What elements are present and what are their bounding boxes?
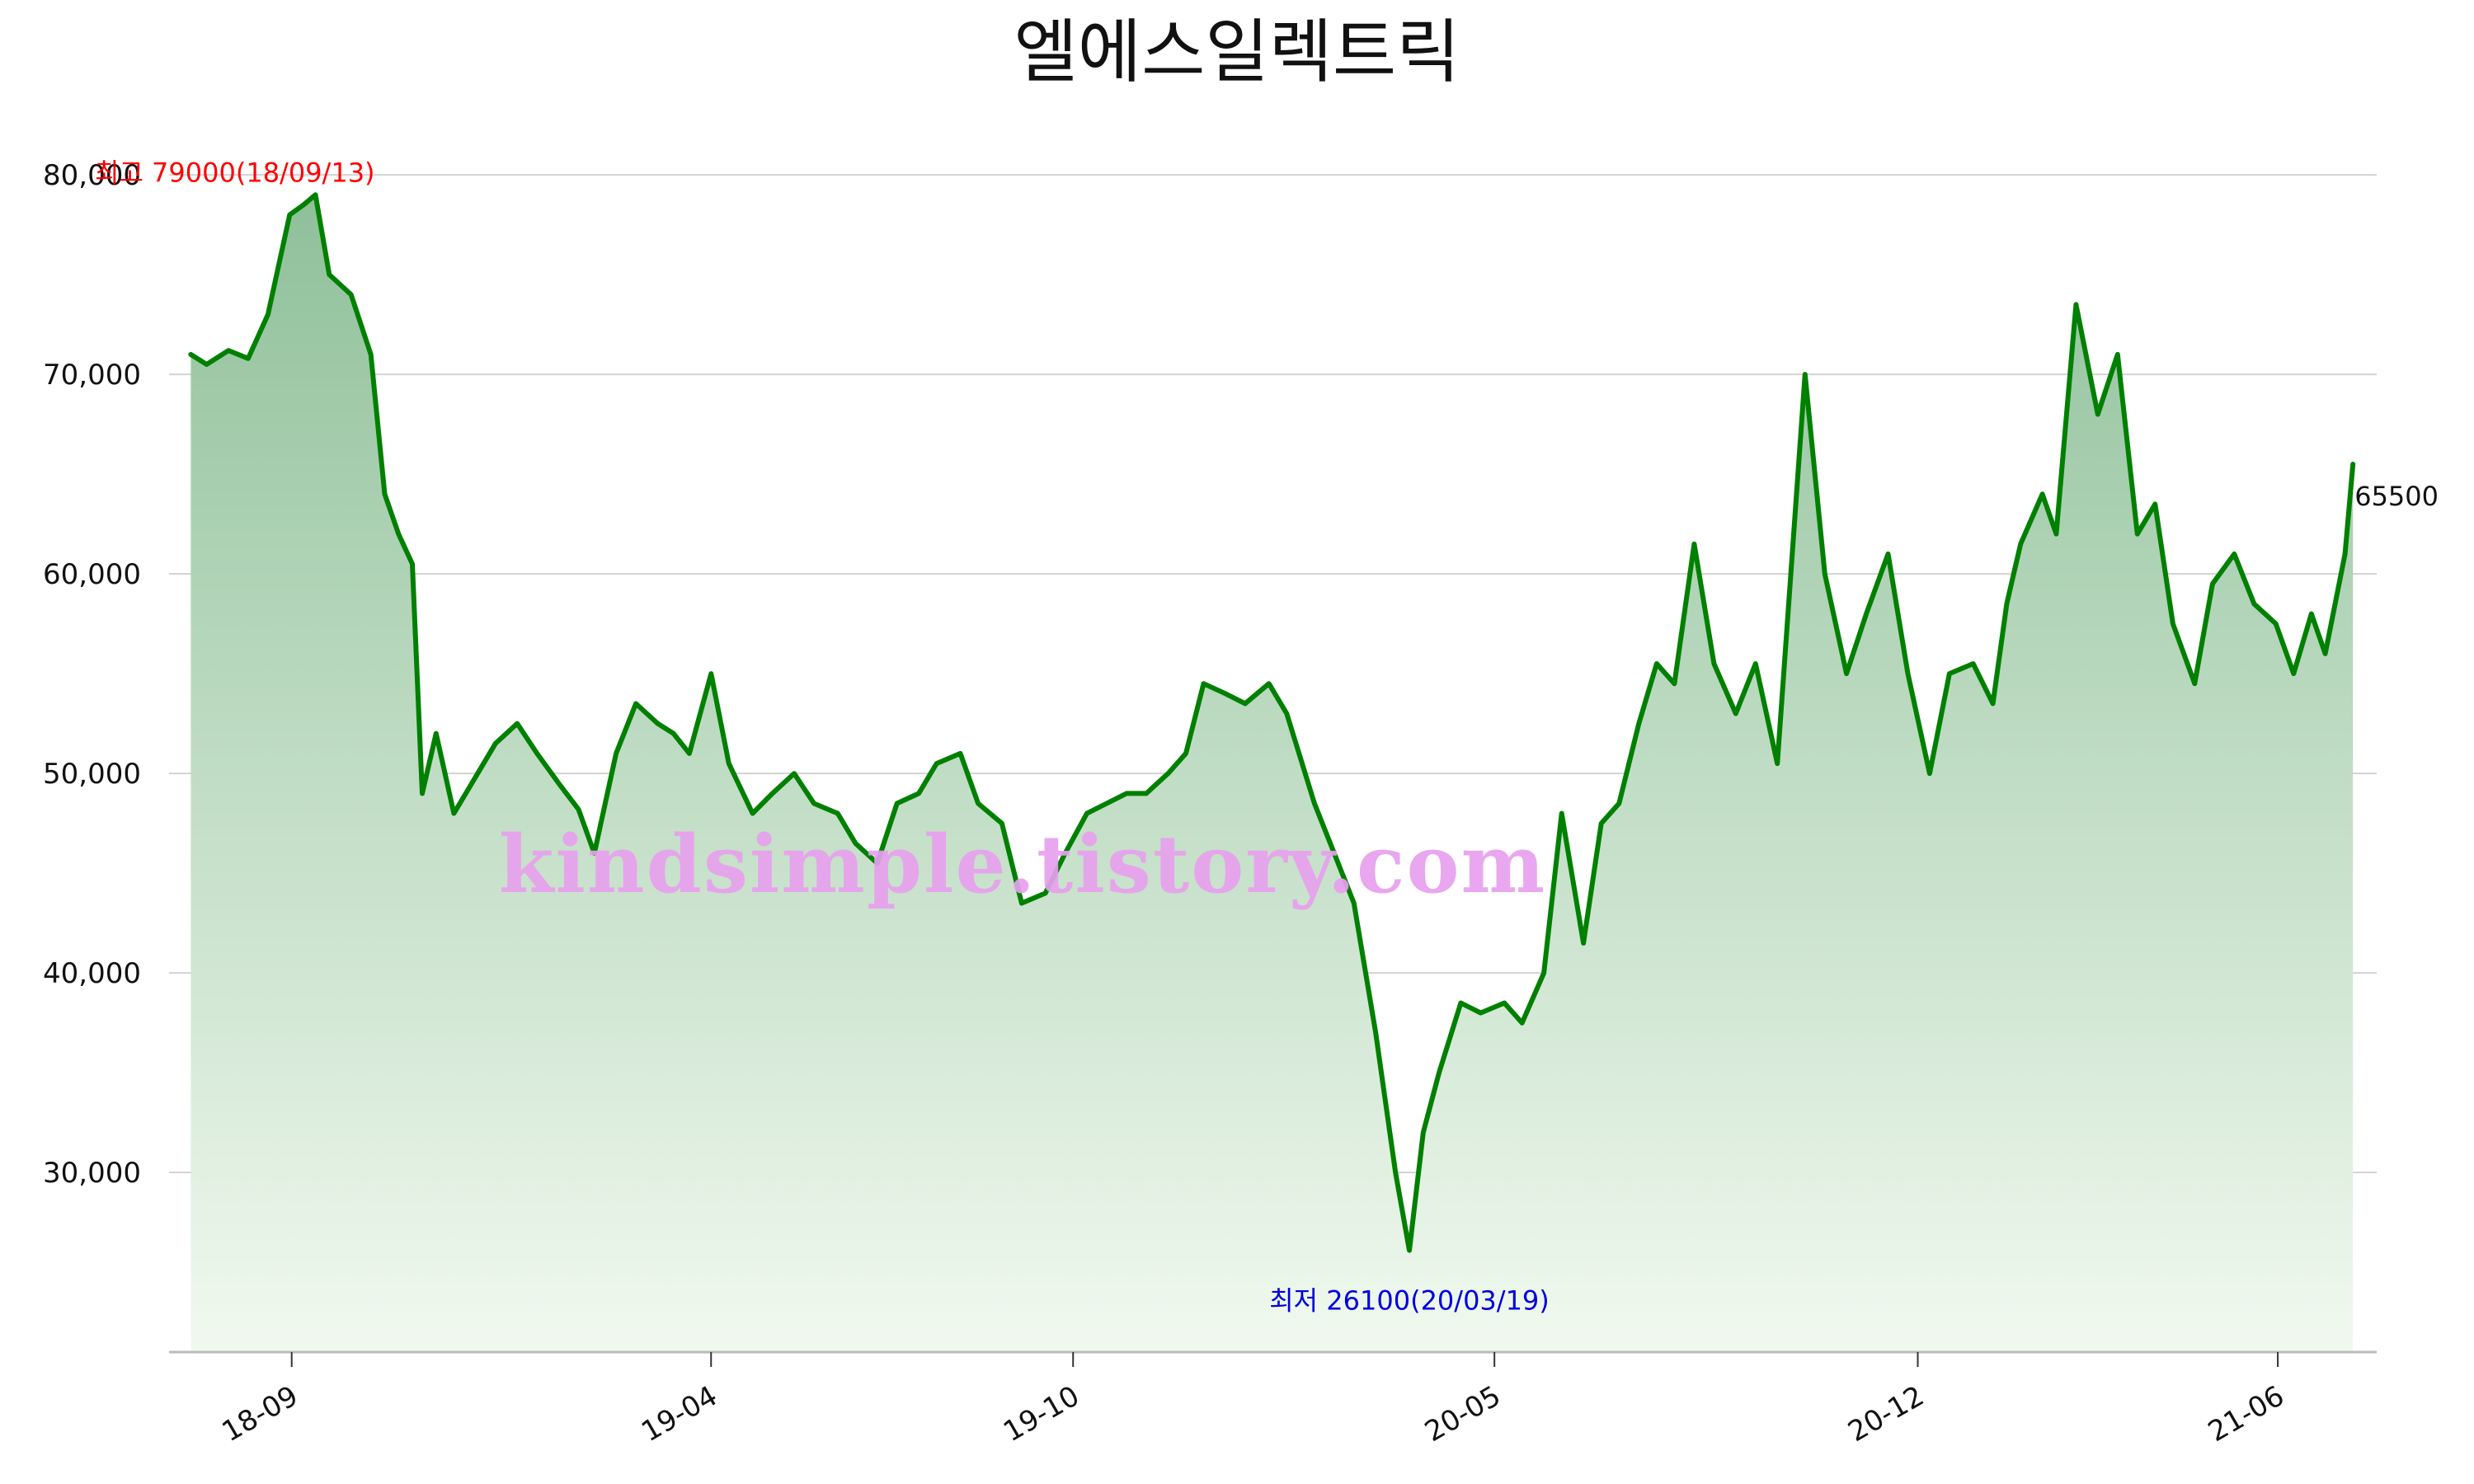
watermark-text: kindsimple.tistory.com: [499, 818, 1546, 911]
y-tick-label: 70,000: [43, 359, 141, 392]
y-tick-label: 30,000: [43, 1157, 141, 1190]
x-tick-label: 21-06: [2203, 1379, 2290, 1449]
last-price-annotation: 65500: [2354, 481, 2439, 512]
y-tick-label: 80,000: [43, 159, 141, 192]
x-tick-label: 19-04: [636, 1379, 723, 1449]
chart-title: 엘에스일렉트릭: [1014, 12, 1460, 92]
price-area-fill: [190, 195, 2354, 1352]
x-tick-label: 19-10: [998, 1379, 1085, 1449]
price-line: [188, 192, 2356, 1253]
x-tick-label: 20-05: [1419, 1379, 1507, 1449]
y-tick-label: 40,000: [43, 957, 141, 990]
y-tick-label: 60,000: [43, 558, 141, 591]
y-tick-label: 50,000: [43, 758, 141, 791]
min-price-annotation: 최저 26100(20/03/19): [1269, 1285, 1550, 1317]
y-axis: 30,000 40,000 50,000 60,000 70,000 80,000: [43, 159, 141, 1190]
x-tick-label: 18-09: [217, 1379, 304, 1449]
max-price-annotation: 최고 79000(18/09/13): [95, 157, 375, 188]
x-axis: 18-09 19-04 19-10 20-05 20-12 21-06: [217, 1352, 2290, 1449]
x-tick-label: 20-12: [1842, 1379, 1930, 1449]
